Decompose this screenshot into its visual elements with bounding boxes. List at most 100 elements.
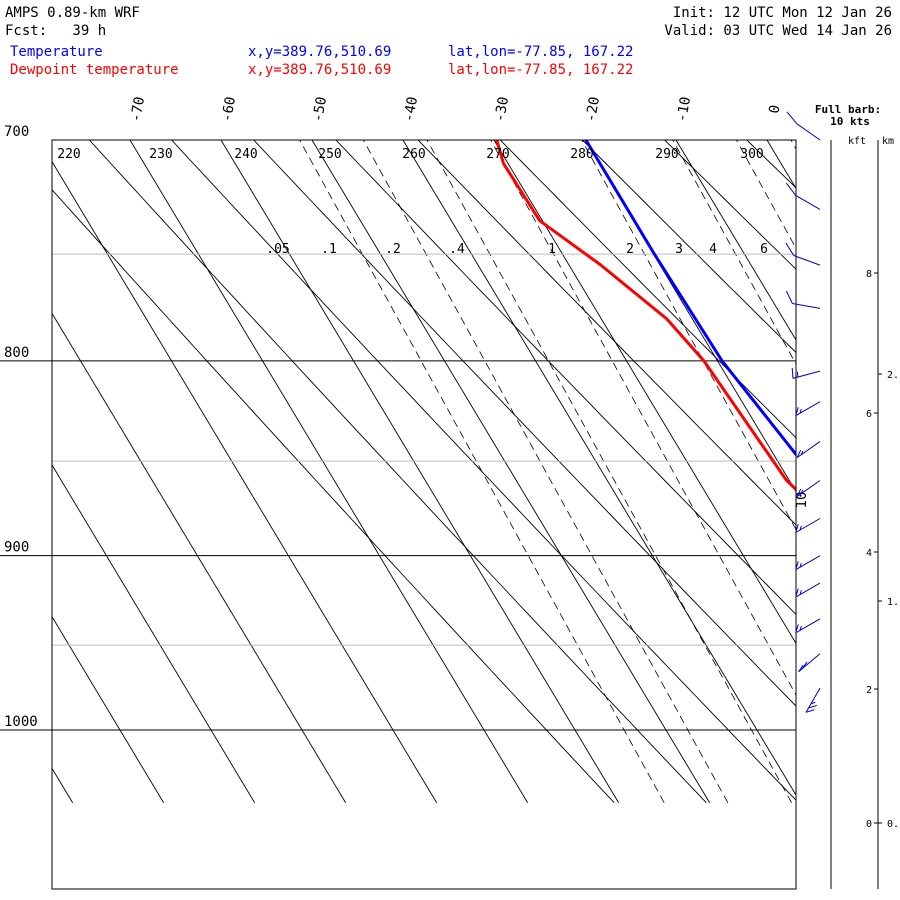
dry-adiabat-line xyxy=(746,140,796,189)
kft-tick-label: 6 xyxy=(866,409,872,420)
wind-barb-flag xyxy=(795,561,799,570)
wind-barb xyxy=(795,618,821,634)
temperature-tick-label: 0 xyxy=(766,104,783,115)
mixing-ratio-label: .2 xyxy=(385,242,401,257)
dry-adiabat-label: 250 xyxy=(318,147,341,162)
dry-adiabat-line xyxy=(253,140,796,707)
wind-barb-staff xyxy=(796,123,821,141)
wind-barb xyxy=(785,182,821,210)
wind-barb-staff xyxy=(795,582,821,598)
kft-tick-label: 8 xyxy=(866,269,872,280)
wind-barb-flag xyxy=(801,661,808,669)
dewpoint-latlon: lat,lon=-77.85, 167.22 xyxy=(448,62,634,78)
temperature-tick-label: -30 xyxy=(492,95,512,123)
wind-barb-flag xyxy=(785,242,795,256)
wind-barb-half-flag xyxy=(800,450,804,455)
mixing-ratio-label: 4 xyxy=(709,242,717,257)
km-tick-label: 0. xyxy=(887,819,899,830)
dry-adiabat-line xyxy=(417,140,796,526)
km-tick-label: 1. xyxy=(887,597,899,608)
wind-barb-flag xyxy=(791,367,794,379)
wind-barb-staff xyxy=(795,618,821,634)
wind-barb-flag xyxy=(785,290,793,304)
isotherm-line xyxy=(52,767,74,803)
mixing-ratio-label: .1 xyxy=(321,242,337,257)
forecast-hour: Fcst: 39 h xyxy=(5,23,107,39)
kft-label: kft xyxy=(848,136,866,147)
pressure-tick-label: 800 xyxy=(4,345,29,361)
wind-barb xyxy=(786,111,821,141)
dry-adiabat-line xyxy=(499,140,796,439)
wind-barb-staff xyxy=(796,441,821,459)
isotherm-line xyxy=(402,140,796,796)
wind-barb-half-flag xyxy=(800,489,804,494)
temperature-tick-label: -10 xyxy=(674,95,694,123)
mixing-ratio-label: 3 xyxy=(675,242,683,257)
isotherm-line xyxy=(311,140,711,803)
wind-barb-staff xyxy=(793,255,821,266)
wind-barb-staff xyxy=(796,480,821,497)
dewpoint-xy: x,y=389.76,510.69 xyxy=(248,62,392,78)
temperature-tick-label: -20 xyxy=(583,95,603,123)
temperature-tick-label: -70 xyxy=(128,95,148,123)
isotherm-line xyxy=(52,615,165,803)
barb-legend-line1: Full barb: xyxy=(815,103,881,116)
model-title: AMPS 0.89-km WRF xyxy=(5,5,140,21)
wind-barb-staff xyxy=(795,401,821,417)
temperature-tick-label: -50 xyxy=(310,95,330,123)
wind-barb xyxy=(785,290,821,309)
wind-barb-staff xyxy=(792,370,821,379)
pressure-tick-label: 1000 xyxy=(4,714,38,730)
dry-adiabat-line xyxy=(89,140,707,804)
mixing-ratio-line xyxy=(736,140,796,250)
valid-time: Valid: 03 UTC Wed 14 Jan 26 xyxy=(664,23,892,39)
isotherm-line xyxy=(129,140,529,803)
wind-barb xyxy=(785,242,821,266)
init-time: Init: 12 UTC Mon 12 Jan 26 xyxy=(672,5,892,21)
wind-barb-flag xyxy=(795,588,799,598)
dry-adiabat-label: 300 xyxy=(740,147,763,162)
wind-barb-half-flag xyxy=(799,562,802,568)
wind-barb-half-flag xyxy=(810,701,816,705)
wind-barb-flag xyxy=(796,488,802,497)
wind-barb xyxy=(795,582,821,598)
sounding-series xyxy=(495,140,796,492)
wind-barb-staff xyxy=(795,194,821,210)
isobar-lines xyxy=(0,253,796,731)
isotherm-line xyxy=(858,140,900,803)
kft-tick-label: 4 xyxy=(866,548,872,559)
wind-barb-flag xyxy=(808,704,818,709)
wind-barb-half-flag xyxy=(799,408,802,414)
wind-barb xyxy=(805,687,821,713)
mixing-ratio-line xyxy=(490,140,796,696)
mixing-ratio-label: .4 xyxy=(449,242,465,257)
mixing-ratio-label: 2 xyxy=(626,242,634,257)
wind-barb-half-flag xyxy=(799,590,802,595)
mixing-ratio-line xyxy=(299,140,665,803)
wind-barbs xyxy=(785,111,821,713)
wind-barb-half-flag xyxy=(799,525,802,531)
mixing-ratio-line xyxy=(426,140,792,803)
wind-barb xyxy=(796,480,821,497)
wind-barb xyxy=(796,441,821,459)
isotherm-line xyxy=(52,464,256,803)
wind-barb-flag xyxy=(796,449,802,458)
isotherm-line xyxy=(493,140,796,645)
wind-barb xyxy=(795,555,821,571)
dry-adiabat-label: 260 xyxy=(402,147,425,162)
isotherm-line xyxy=(766,140,796,190)
kft-tick-label: 2 xyxy=(866,685,872,696)
wind-barb-half-flag xyxy=(799,625,802,631)
wind-barb-staff xyxy=(798,653,821,673)
dry-adiabat-label: 280 xyxy=(570,147,593,162)
wind-barb-staff xyxy=(792,302,821,309)
wind-barb-staff xyxy=(795,555,821,571)
wind-barb-flag xyxy=(798,664,804,673)
mixing-ratio-line xyxy=(790,140,796,150)
isotherm-line xyxy=(675,140,796,341)
temperature-xy: x,y=389.76,510.69 xyxy=(248,44,392,60)
wind-barb xyxy=(795,401,821,417)
isotherm-line xyxy=(220,140,620,803)
dry-adiabat-line xyxy=(171,140,796,801)
